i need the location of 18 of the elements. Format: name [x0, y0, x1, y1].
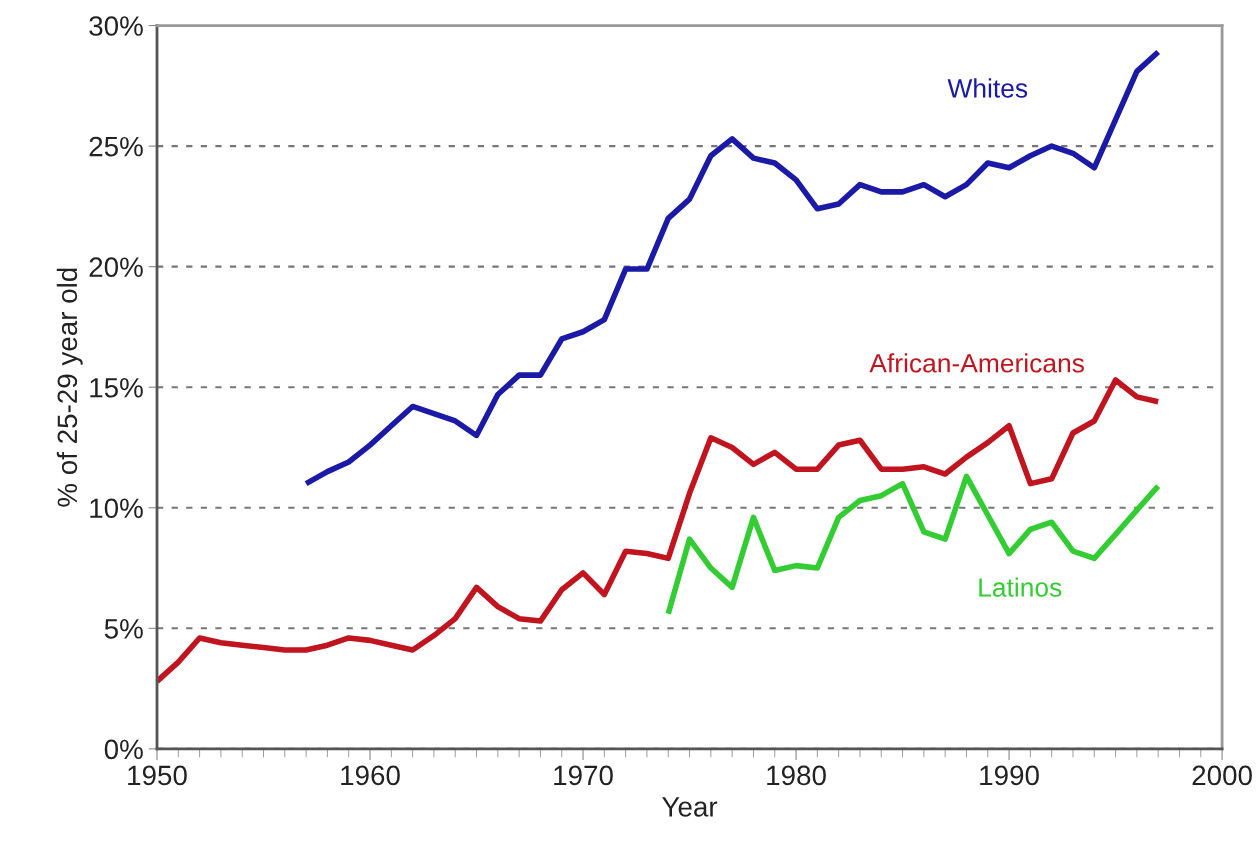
text: Whites — [947, 78, 1028, 98]
y-tick-label: 10% — [90, 498, 143, 519]
y-tick-label: 20% — [89, 257, 143, 277]
x-tick-label: 1990 — [980, 765, 1039, 786]
y-axis-title: % of 25-29 year old — [56, 268, 83, 507]
series-label: African-Americans — [869, 353, 1084, 373]
y-tick-label: 0% — [104, 739, 143, 760]
series-label: Latinos — [979, 577, 1062, 597]
x-tick-label: 1980 — [767, 765, 826, 786]
y-tick-label: 25% — [89, 136, 143, 157]
x-tick-label: 1960 — [341, 765, 400, 786]
y-tick-label: 15% — [90, 377, 143, 398]
x-tick-label: 1950 — [128, 765, 187, 786]
y-tick-label: 5% — [104, 619, 143, 639]
x-tick-label: 2000 — [1192, 765, 1252, 786]
x-axis-title: Year — [662, 797, 718, 817]
y-tick-label: 30% — [89, 16, 143, 36]
x-tick-label: 1970 — [554, 765, 613, 786]
